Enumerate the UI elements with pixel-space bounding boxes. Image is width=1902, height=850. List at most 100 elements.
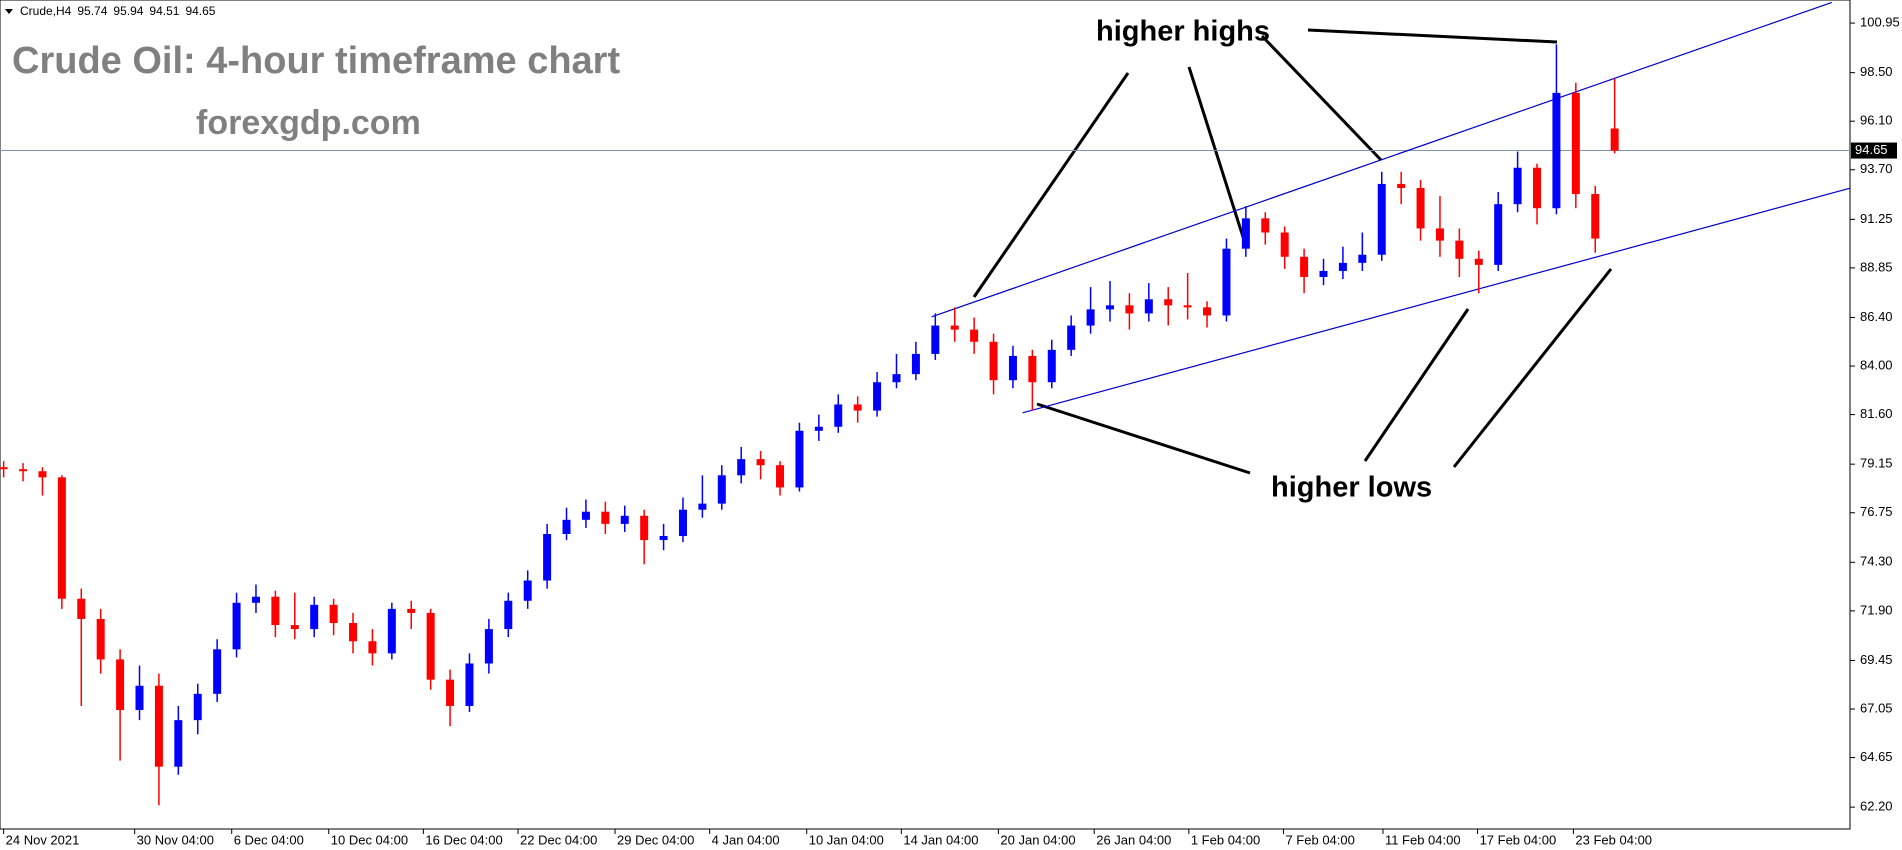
y-tick-label: 76.75 — [1860, 504, 1893, 519]
candle-body — [271, 596, 280, 626]
candle-body — [310, 604, 319, 630]
arrow — [1452, 268, 1613, 468]
y-tick-label: 84.00 — [1860, 357, 1893, 372]
candle-body — [1261, 218, 1270, 233]
y-tick-label: 88.85 — [1860, 259, 1893, 274]
candle-body — [1222, 248, 1231, 316]
candle-body — [368, 641, 377, 654]
candle-body — [1474, 258, 1483, 265]
header-symbol: Crude,H4 — [20, 4, 72, 18]
candle-body — [174, 720, 183, 767]
candle-body — [1571, 92, 1580, 195]
candle-body — [407, 608, 416, 613]
chart-title: Crude Oil: 4-hour timeframe chart — [12, 40, 620, 82]
candle-body — [1241, 218, 1250, 249]
y-tick-label: 67.05 — [1860, 700, 1893, 715]
x-tick-label: 16 Dec 04:00 — [425, 832, 502, 847]
candle-body — [620, 515, 629, 524]
y-tick-label: 81.60 — [1860, 406, 1893, 421]
candle-body — [290, 625, 299, 630]
x-tick-label: 26 Jan 04:00 — [1096, 832, 1171, 847]
candle-body — [329, 604, 338, 624]
candle-body — [213, 649, 222, 694]
candle-body — [1358, 254, 1367, 263]
candle-body — [950, 325, 959, 330]
candle-body — [135, 685, 144, 711]
trendline — [1022, 187, 1851, 414]
y-tick-label: 96.10 — [1860, 113, 1893, 128]
candle-body — [776, 465, 785, 488]
candle-body — [1028, 355, 1037, 383]
candle-body — [562, 519, 571, 534]
candle-body — [1183, 305, 1192, 308]
candle-body — [1513, 167, 1522, 205]
y-tick-label: 93.70 — [1860, 161, 1893, 176]
x-tick-label: 4 Jan 04:00 — [712, 832, 780, 847]
candle-body — [601, 511, 610, 524]
header-value: 95.74 — [77, 4, 107, 18]
candle-body — [1203, 307, 1212, 316]
candle-body — [756, 459, 765, 466]
annotation-arrows — [972, 28, 1613, 475]
candle-body — [989, 341, 998, 381]
candle-body — [834, 404, 843, 427]
arrow — [972, 72, 1130, 298]
arrow — [1036, 402, 1251, 475]
candle-body — [1280, 232, 1289, 257]
candle-body — [1144, 299, 1153, 314]
candle-body — [581, 511, 590, 520]
candle-body — [970, 329, 979, 342]
candle-body — [251, 596, 260, 603]
candle-body — [543, 533, 552, 581]
chart-subtitle: forexgdp.com — [196, 104, 421, 142]
annotation: higher highs — [1096, 16, 1270, 48]
candle-body — [426, 612, 435, 680]
x-tick-label: 14 Jan 04:00 — [903, 832, 978, 847]
candle-body — [795, 430, 804, 488]
candle-body — [640, 515, 649, 541]
arrow — [1260, 34, 1383, 162]
x-tick-label: 6 Dec 04:00 — [234, 832, 304, 847]
candle-body — [737, 459, 746, 476]
candle-body — [484, 629, 493, 664]
candle-body — [193, 693, 202, 721]
x-tick-label: 10 Jan 04:00 — [809, 832, 884, 847]
x-tick-label: 22 Dec 04:00 — [520, 832, 597, 847]
arrow — [1363, 308, 1470, 462]
y-tick-label: 98.50 — [1860, 64, 1893, 79]
x-tick-label: 17 Feb 04:00 — [1480, 832, 1557, 847]
price-label-bg — [1851, 142, 1897, 159]
arrow — [1307, 28, 1558, 44]
candle-body — [1164, 299, 1173, 306]
candle-body — [698, 503, 707, 510]
candle-body — [504, 600, 513, 630]
candle-body — [1610, 128, 1619, 151]
candle-body — [154, 685, 163, 767]
candle-body — [1591, 194, 1600, 239]
y-tick-label: 62.20 — [1860, 799, 1893, 814]
menu-triangle — [5, 9, 13, 14]
x-tick-label: 10 Dec 04:00 — [331, 832, 408, 847]
candle-body — [1533, 167, 1542, 209]
candle-body — [446, 679, 455, 706]
candle-body — [1106, 305, 1114, 310]
candle-body — [931, 325, 940, 354]
candle-body — [1086, 309, 1095, 326]
candle-body — [57, 477, 66, 599]
y-tick-label: 91.25 — [1860, 211, 1893, 226]
candle-body — [911, 353, 920, 375]
trendline — [931, 1, 1833, 318]
header-value: 94.51 — [149, 4, 179, 18]
x-tick-label: 20 Jan 04:00 — [1000, 832, 1075, 847]
candle-body — [678, 509, 687, 537]
candle-body — [1319, 270, 1328, 278]
x-tick-label: 29 Dec 04:00 — [617, 832, 694, 847]
x-tick-label: 11 Feb 04:00 — [1385, 832, 1461, 847]
candle-body — [349, 623, 358, 642]
x-tick-label: 7 Feb 04:00 — [1285, 832, 1354, 847]
candle-body — [659, 536, 668, 541]
candle-body — [717, 475, 726, 504]
candle-body — [523, 580, 532, 601]
